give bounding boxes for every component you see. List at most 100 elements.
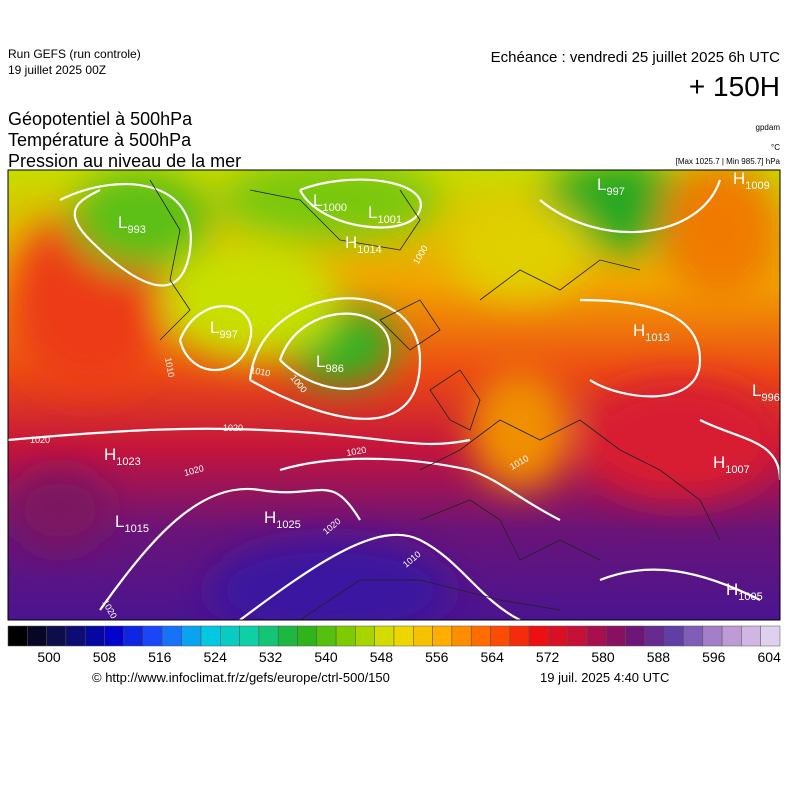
pressure-value: 1013 (645, 332, 669, 344)
pressure-letter: L (115, 512, 124, 531)
pressure-value: 993 (127, 224, 145, 236)
colorbar-swatch (721, 625, 742, 647)
colorbar-swatch (586, 625, 607, 647)
colorbar-swatch (548, 625, 568, 647)
colorbar-swatch (220, 625, 240, 647)
colorbar-swatch (239, 625, 260, 647)
colorbar-swatch (644, 625, 665, 647)
pressure-center: L986 (316, 352, 344, 375)
colorbar-swatch (528, 625, 549, 647)
colorbar-swatch (46, 625, 67, 647)
unit: [Max 1025.7 | Min 985.7] hPa (676, 157, 781, 166)
colorbar-swatch (432, 625, 453, 647)
colorbar-tick-label: 572 (536, 649, 560, 665)
colorbar-swatch (104, 625, 125, 647)
colorbar-swatch (162, 625, 182, 647)
colorbar-tick-label: 500 (37, 649, 61, 665)
pressure-value: 997 (219, 329, 237, 341)
isobar-label: 1020 (30, 435, 50, 445)
colorbar-swatch (683, 625, 704, 647)
colorbar-swatch (200, 625, 221, 647)
pressure-value: 1009 (745, 180, 769, 192)
pressure-letter: L (316, 352, 325, 371)
colorbar-tick-label: 548 (370, 649, 394, 665)
isobar-label: 1020 (223, 423, 243, 433)
run-label: Run GEFS (run controle) (8, 47, 141, 61)
colorbar-swatch (451, 625, 472, 647)
colorbar-tick-label: 596 (702, 649, 726, 665)
legend-line: Température à 500hPa (8, 130, 192, 150)
colorbar-swatch (335, 625, 356, 647)
pressure-center: L1000 (313, 191, 347, 214)
colorbar-swatch (181, 625, 202, 647)
colorbar-swatch (142, 625, 163, 647)
pressure-letter: L (597, 175, 606, 194)
pressure-center: H1009 (733, 169, 770, 192)
pressure-value: 1014 (357, 244, 381, 256)
colorbar-swatch (606, 625, 626, 647)
pressure-value: 986 (325, 363, 343, 375)
pressure-letter: H (104, 445, 116, 464)
colorbar-swatch (355, 625, 375, 647)
colorbar-swatch (27, 625, 47, 647)
pressure-letter: H (633, 321, 645, 340)
colorbar-swatch (702, 625, 723, 647)
pressure-letter: L (118, 213, 127, 232)
colorbar-swatch (297, 625, 318, 647)
pressure-letter: H (264, 508, 276, 527)
pressure-letter: H (345, 233, 357, 252)
run-date: 19 juillet 2025 00Z (8, 63, 106, 77)
colorbar-tick-label: 580 (591, 649, 615, 665)
colorbar-swatch (258, 625, 279, 647)
footer-url: © http://www.infoclimat.fr/z/gefs/europe… (92, 670, 390, 685)
pressure-value: 1023 (116, 456, 140, 468)
pressure-center: H1014 (345, 233, 382, 256)
pressure-value: 997 (606, 186, 624, 198)
pressure-center: L1001 (368, 203, 402, 226)
colorbar-tick-label: 532 (259, 649, 283, 665)
pressure-center: L996 (752, 381, 780, 404)
colorbar-tick-label: 540 (314, 649, 338, 665)
colorbar-swatch (760, 625, 781, 647)
isobar-label: 1010 (163, 357, 176, 378)
colorbar-swatch (509, 625, 530, 647)
colorbar-swatch (123, 625, 144, 647)
pressure-letter: L (313, 191, 322, 210)
legend-line: Géopotentiel à 500hPa (8, 109, 193, 129)
pressure-value: 1015 (124, 523, 148, 535)
colorbar-swatch (741, 625, 761, 647)
colorbar-swatch (316, 625, 337, 647)
pressure-center: H1023 (104, 445, 141, 468)
unit: gpdam (756, 123, 781, 132)
legend-line: Pression au niveau de la mer (8, 151, 241, 171)
colorbar-tick-label: 604 (758, 649, 782, 665)
pressure-center: H1005 (726, 580, 763, 603)
colorbar-tick-label: 564 (481, 649, 505, 665)
colorbar-swatch (567, 625, 588, 647)
colorbar-swatch (374, 625, 395, 647)
pressure-letter: L (752, 381, 761, 400)
pressure-center: H1025 (264, 508, 301, 531)
colorbar-swatch (277, 625, 298, 647)
colorbar-swatch (7, 625, 28, 647)
colorbar-tick-label: 556 (425, 649, 449, 665)
lead-time: + 150H (689, 71, 780, 102)
footer-time: 19 juil. 2025 4:40 UTC (540, 670, 669, 685)
pressure-value: 1025 (276, 519, 300, 531)
colorbar-swatch (413, 625, 433, 647)
colorbar-swatch (65, 625, 86, 647)
colorbar-swatch (393, 625, 414, 647)
pressure-center: L1015 (115, 512, 149, 535)
pressure-value: 1007 (725, 464, 749, 476)
colorbar-swatch (490, 625, 511, 647)
isobar-label: 1020 (346, 445, 367, 458)
colorbar-tick-label: 508 (93, 649, 117, 665)
echeance: Echéance : vendredi 25 juillet 2025 6h U… (491, 49, 781, 66)
colorbar-swatch (84, 625, 105, 647)
colorbar-tick-label: 524 (204, 649, 228, 665)
pressure-center: L993 (118, 213, 146, 236)
colorbar-swatch (625, 625, 646, 647)
unit: °C (771, 143, 780, 152)
colorbar-swatch (470, 625, 491, 647)
